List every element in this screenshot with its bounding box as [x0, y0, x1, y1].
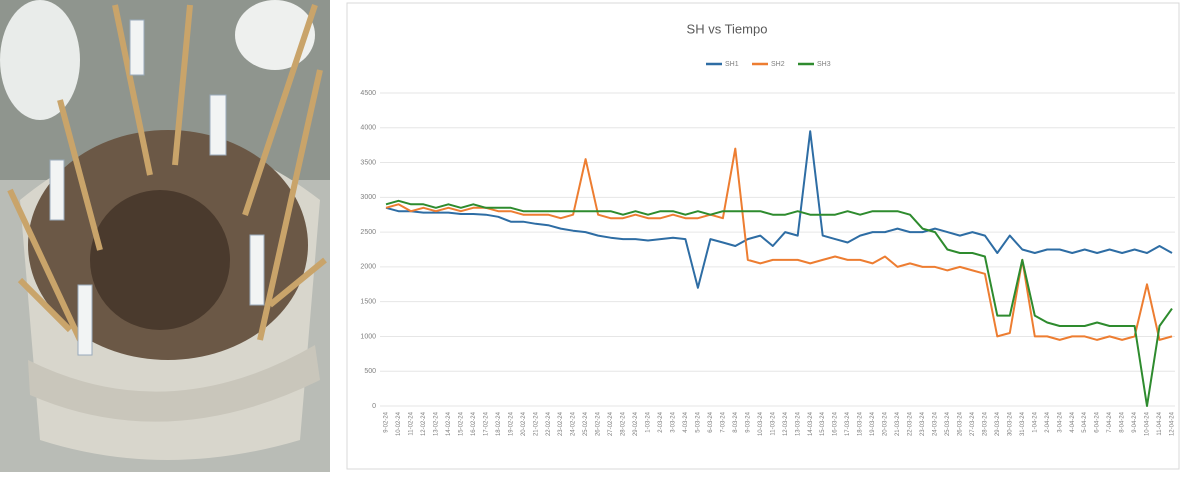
- x-tick-label: 26-02-24: [596, 411, 602, 436]
- x-tick-label: 16-02-24: [471, 411, 477, 436]
- x-tick-label: 8-03-24: [733, 411, 739, 432]
- x-tick-label: 2-03-24: [658, 411, 664, 432]
- x-tick-label: 6-04-24: [1095, 411, 1101, 432]
- x-tick-label: 11-04-24: [1157, 411, 1163, 435]
- x-tick-label: 15-02-24: [458, 411, 464, 436]
- x-tick-label: 16-03-24: [833, 411, 839, 436]
- chart-title: SH vs Tiempo: [687, 21, 768, 36]
- page: SH vs Tiempo SH1 SH2 SH3 0 500 1000 1500 2000 2…: [0, 0, 1182, 472]
- x-tick-label: 2-04-24: [1045, 411, 1051, 432]
- x-tick-label: 29-02-24: [633, 411, 639, 436]
- x-tick-label: 8-04-24: [1120, 411, 1126, 432]
- x-tick-label: 19-03-24: [870, 411, 876, 436]
- x-tick-label: 14-03-24: [808, 411, 814, 436]
- x-tick-label: 13-02-24: [433, 411, 439, 436]
- y-tick-label: 2500: [360, 229, 376, 236]
- x-tick-label: 17-03-24: [845, 411, 851, 436]
- x-tick-label: 14-02-24: [446, 411, 452, 436]
- x-tick-label: 7-04-24: [1107, 411, 1113, 432]
- x-tick-label: 22-02-24: [546, 411, 552, 436]
- x-tick-label: 10-03-24: [758, 411, 764, 436]
- x-tick-label: 29-03-24: [995, 411, 1001, 436]
- x-tick-label: 3-04-24: [1057, 411, 1063, 432]
- x-tick-label: 1-04-24: [1032, 411, 1038, 432]
- x-tick-label: 10-02-24: [396, 411, 402, 436]
- screen: SH vs Tiempo SH1 SH2 SH3 0 500 1000 1500 2000 2…: [0, 0, 1182, 472]
- y-tick-label: 0: [372, 403, 376, 410]
- sensor: [78, 285, 92, 355]
- x-tick-label: 25-02-24: [583, 411, 589, 436]
- x-tick-label: 20-02-24: [521, 411, 527, 436]
- y-tick-label: 3000: [360, 194, 376, 201]
- y-tick-label: 500: [364, 368, 376, 375]
- sensor: [50, 160, 64, 220]
- x-tick-label: 22-03-24: [908, 411, 914, 436]
- y-tick-label: 1500: [360, 299, 376, 306]
- y-tick-label: 4500: [360, 90, 376, 97]
- x-tick-label: 17-02-24: [483, 411, 489, 436]
- x-tick-label: 21-02-24: [533, 411, 539, 436]
- x-tick-label: 9-03-24: [745, 411, 751, 432]
- chart-frame: [347, 3, 1179, 469]
- x-tick-label: 11-02-24: [409, 411, 415, 435]
- y-tick-label: 2000: [360, 264, 376, 271]
- x-tick-label: 24-02-24: [571, 411, 577, 436]
- sensor: [250, 235, 264, 305]
- x-tick-label: 28-03-24: [982, 411, 988, 436]
- x-tick-label: 3-03-24: [671, 411, 677, 432]
- x-tick-label: 20-03-24: [883, 411, 889, 436]
- y-tick-label: 4000: [360, 125, 376, 132]
- legend-label: SH2: [771, 61, 785, 68]
- sensor: [130, 20, 144, 75]
- x-tick-label: 26-03-24: [957, 411, 963, 436]
- sensor: [210, 95, 226, 155]
- x-tick-label: 31-03-24: [1020, 411, 1026, 436]
- x-tick-label: 18-03-24: [858, 411, 864, 436]
- x-tick-label: 4-04-24: [1070, 411, 1076, 432]
- x-tick-label: 12-02-24: [421, 411, 427, 436]
- x-tick-label: 4-03-24: [683, 411, 689, 432]
- x-tick-label: 6-03-24: [708, 411, 714, 432]
- x-tick-label: 30-03-24: [1007, 411, 1013, 436]
- x-tick-label: 12-04-24: [1170, 411, 1176, 436]
- legend-label: SH3: [817, 61, 831, 68]
- x-tick-label: 18-02-24: [496, 411, 502, 436]
- x-tick-label: 27-02-24: [608, 411, 614, 436]
- x-tick-label: 19-02-24: [508, 411, 514, 436]
- x-tick-label: 10-04-24: [1145, 411, 1151, 436]
- x-tick-label: 24-03-24: [933, 411, 939, 436]
- y-tick-label: 1000: [360, 333, 376, 340]
- x-tick-label: 23-03-24: [920, 411, 926, 436]
- x-tick-label: 11-03-24: [770, 411, 776, 435]
- x-tick-label: 5-03-24: [695, 411, 701, 432]
- legend-label: SH1: [725, 61, 739, 68]
- y-tick-label: 3500: [360, 159, 376, 166]
- x-tick-label: 1-03-24: [646, 411, 652, 432]
- x-tick-label: 21-03-24: [895, 411, 901, 436]
- x-tick-label: 5-04-24: [1082, 411, 1088, 432]
- x-tick-label: 15-03-24: [820, 411, 826, 436]
- soil-clods: [90, 190, 230, 330]
- x-tick-label: 25-03-24: [945, 411, 951, 436]
- x-tick-label: 13-03-24: [795, 411, 801, 436]
- bottle: [0, 0, 80, 120]
- x-tick-label: 23-02-24: [558, 411, 564, 436]
- x-tick-label: 9-04-24: [1132, 411, 1138, 432]
- x-tick-label: 9-02-24: [384, 411, 390, 432]
- x-tick-label: 12-03-24: [783, 411, 789, 436]
- x-tick-label: 27-03-24: [970, 411, 976, 436]
- x-tick-label: 28-02-24: [621, 411, 627, 436]
- x-tick-label: 7-03-24: [720, 411, 726, 432]
- photo: [0, 0, 330, 472]
